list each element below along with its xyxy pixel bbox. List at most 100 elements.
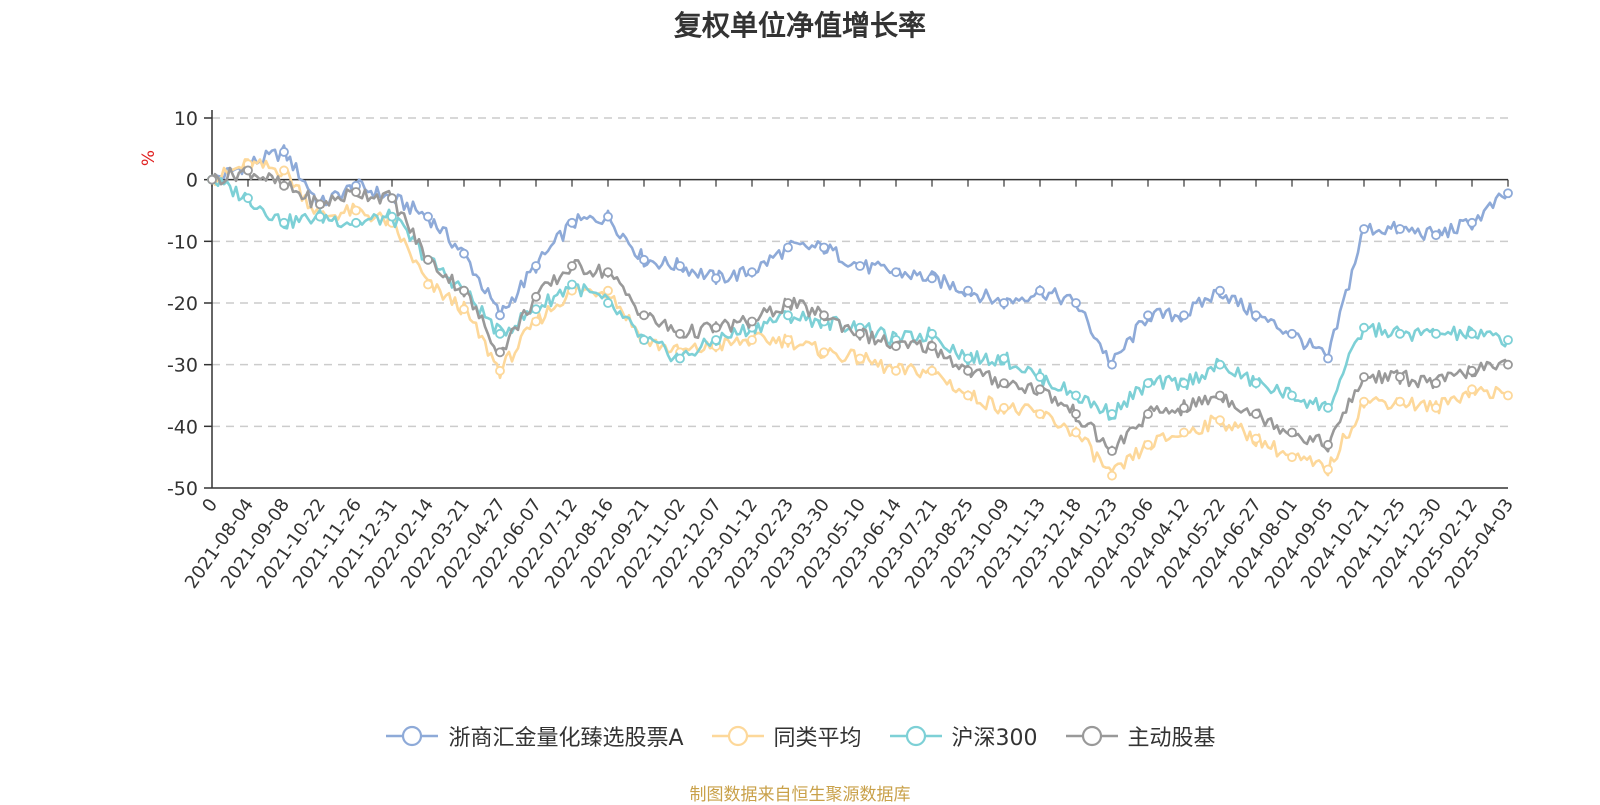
chart-legend: 浙商汇金量化臻选股票A 同类平均 沪深300 主动股基 bbox=[0, 720, 1600, 752]
legend-item-fund[interactable]: 浙商汇金量化臻选股票A bbox=[384, 720, 684, 752]
data-point bbox=[1503, 390, 1513, 401]
data-point bbox=[1071, 298, 1081, 308]
data-point bbox=[1323, 402, 1333, 413]
data-point bbox=[1359, 396, 1369, 407]
data-point bbox=[1503, 188, 1513, 199]
data-point bbox=[1251, 310, 1261, 321]
legend-label: 沪深300 bbox=[951, 726, 1038, 751]
data-point bbox=[1395, 372, 1405, 382]
data-point bbox=[1035, 372, 1045, 382]
data-point bbox=[207, 174, 217, 185]
data-point bbox=[1467, 384, 1477, 395]
y-tick-label: 10 bbox=[174, 108, 198, 130]
data-point bbox=[927, 273, 937, 284]
data-point bbox=[1107, 470, 1117, 481]
legend-item-peer-average[interactable]: 同类平均 bbox=[710, 720, 862, 752]
data-point bbox=[1107, 409, 1117, 419]
data-point bbox=[639, 310, 649, 321]
data-point bbox=[387, 193, 397, 204]
data-point bbox=[891, 341, 901, 352]
data-point bbox=[1071, 427, 1081, 438]
data-point bbox=[279, 180, 289, 191]
data-point bbox=[1035, 384, 1045, 395]
data-point bbox=[1107, 359, 1117, 370]
data-point bbox=[1287, 452, 1297, 463]
data-point bbox=[1179, 378, 1189, 389]
line-chart: 100-10-20-30-40-50%02021-08-042021-09-08… bbox=[139, 108, 1518, 593]
data-point bbox=[531, 261, 541, 271]
data-point bbox=[495, 310, 505, 321]
data-point bbox=[1503, 359, 1513, 370]
data-point bbox=[639, 254, 649, 265]
legend-item-active-equity[interactable]: 主动股基 bbox=[1064, 720, 1216, 752]
data-point bbox=[603, 267, 613, 278]
y-tick-label: -10 bbox=[167, 231, 198, 253]
data-point bbox=[387, 211, 397, 222]
data-point bbox=[1071, 390, 1081, 401]
data-point bbox=[963, 285, 973, 296]
data-point bbox=[1179, 427, 1189, 438]
data-point bbox=[1431, 378, 1441, 389]
data-point bbox=[603, 211, 613, 222]
data-point bbox=[1215, 285, 1225, 296]
data-point bbox=[1503, 335, 1513, 345]
series-line bbox=[211, 177, 1510, 421]
data-point bbox=[783, 242, 793, 253]
data-point bbox=[675, 328, 685, 339]
data-point bbox=[711, 273, 721, 284]
data-point bbox=[747, 335, 757, 345]
data-point bbox=[423, 254, 433, 265]
y-tick-label: -50 bbox=[167, 478, 198, 500]
data-point bbox=[531, 291, 541, 302]
data-point bbox=[279, 165, 289, 176]
data-point bbox=[1431, 402, 1441, 413]
data-point bbox=[927, 341, 937, 352]
data-point bbox=[1323, 439, 1333, 450]
data-point bbox=[279, 217, 289, 228]
legend-label: 浙商汇金量化臻选股票A bbox=[448, 726, 684, 751]
data-source-note: 制图数据来自恒生聚源数据库 bbox=[689, 785, 911, 805]
data-point bbox=[1143, 409, 1153, 419]
data-point bbox=[999, 298, 1009, 308]
data-point bbox=[1107, 446, 1117, 456]
data-point bbox=[567, 217, 577, 228]
data-point bbox=[783, 335, 793, 345]
data-point bbox=[927, 365, 937, 376]
data-point bbox=[1215, 415, 1225, 426]
data-point bbox=[1251, 378, 1261, 389]
data-point bbox=[1215, 359, 1225, 370]
data-point bbox=[351, 217, 361, 228]
data-point bbox=[1359, 322, 1369, 333]
data-point bbox=[531, 304, 541, 315]
data-point bbox=[963, 365, 973, 376]
data-point bbox=[855, 261, 865, 271]
data-point bbox=[459, 304, 469, 315]
data-point bbox=[459, 285, 469, 296]
data-point bbox=[1287, 427, 1297, 438]
data-point bbox=[315, 199, 325, 210]
legend-label: 主动股基 bbox=[1127, 726, 1216, 751]
data-point bbox=[1251, 433, 1261, 444]
data-point bbox=[1143, 378, 1153, 389]
data-point bbox=[1287, 390, 1297, 401]
data-point bbox=[1395, 328, 1405, 339]
data-point bbox=[783, 310, 793, 321]
data-point bbox=[1395, 224, 1405, 234]
legend-swatch-circle bbox=[402, 725, 423, 747]
legend-swatch-circle bbox=[727, 725, 748, 747]
data-point bbox=[567, 261, 577, 271]
data-point bbox=[1143, 439, 1153, 450]
x-tick-label: 0 bbox=[198, 495, 222, 516]
data-point bbox=[423, 211, 433, 222]
legend-swatch-circle bbox=[905, 725, 926, 747]
legend-item-csi300[interactable]: 沪深300 bbox=[888, 720, 1038, 752]
data-point bbox=[315, 211, 325, 222]
y-tick-label: -20 bbox=[167, 293, 198, 315]
data-point bbox=[1143, 310, 1153, 321]
y-tick-label: -30 bbox=[167, 355, 198, 377]
data-point bbox=[1251, 409, 1261, 419]
data-point bbox=[351, 187, 361, 197]
data-point bbox=[855, 353, 865, 364]
data-point bbox=[1431, 230, 1441, 241]
data-point bbox=[891, 365, 901, 376]
